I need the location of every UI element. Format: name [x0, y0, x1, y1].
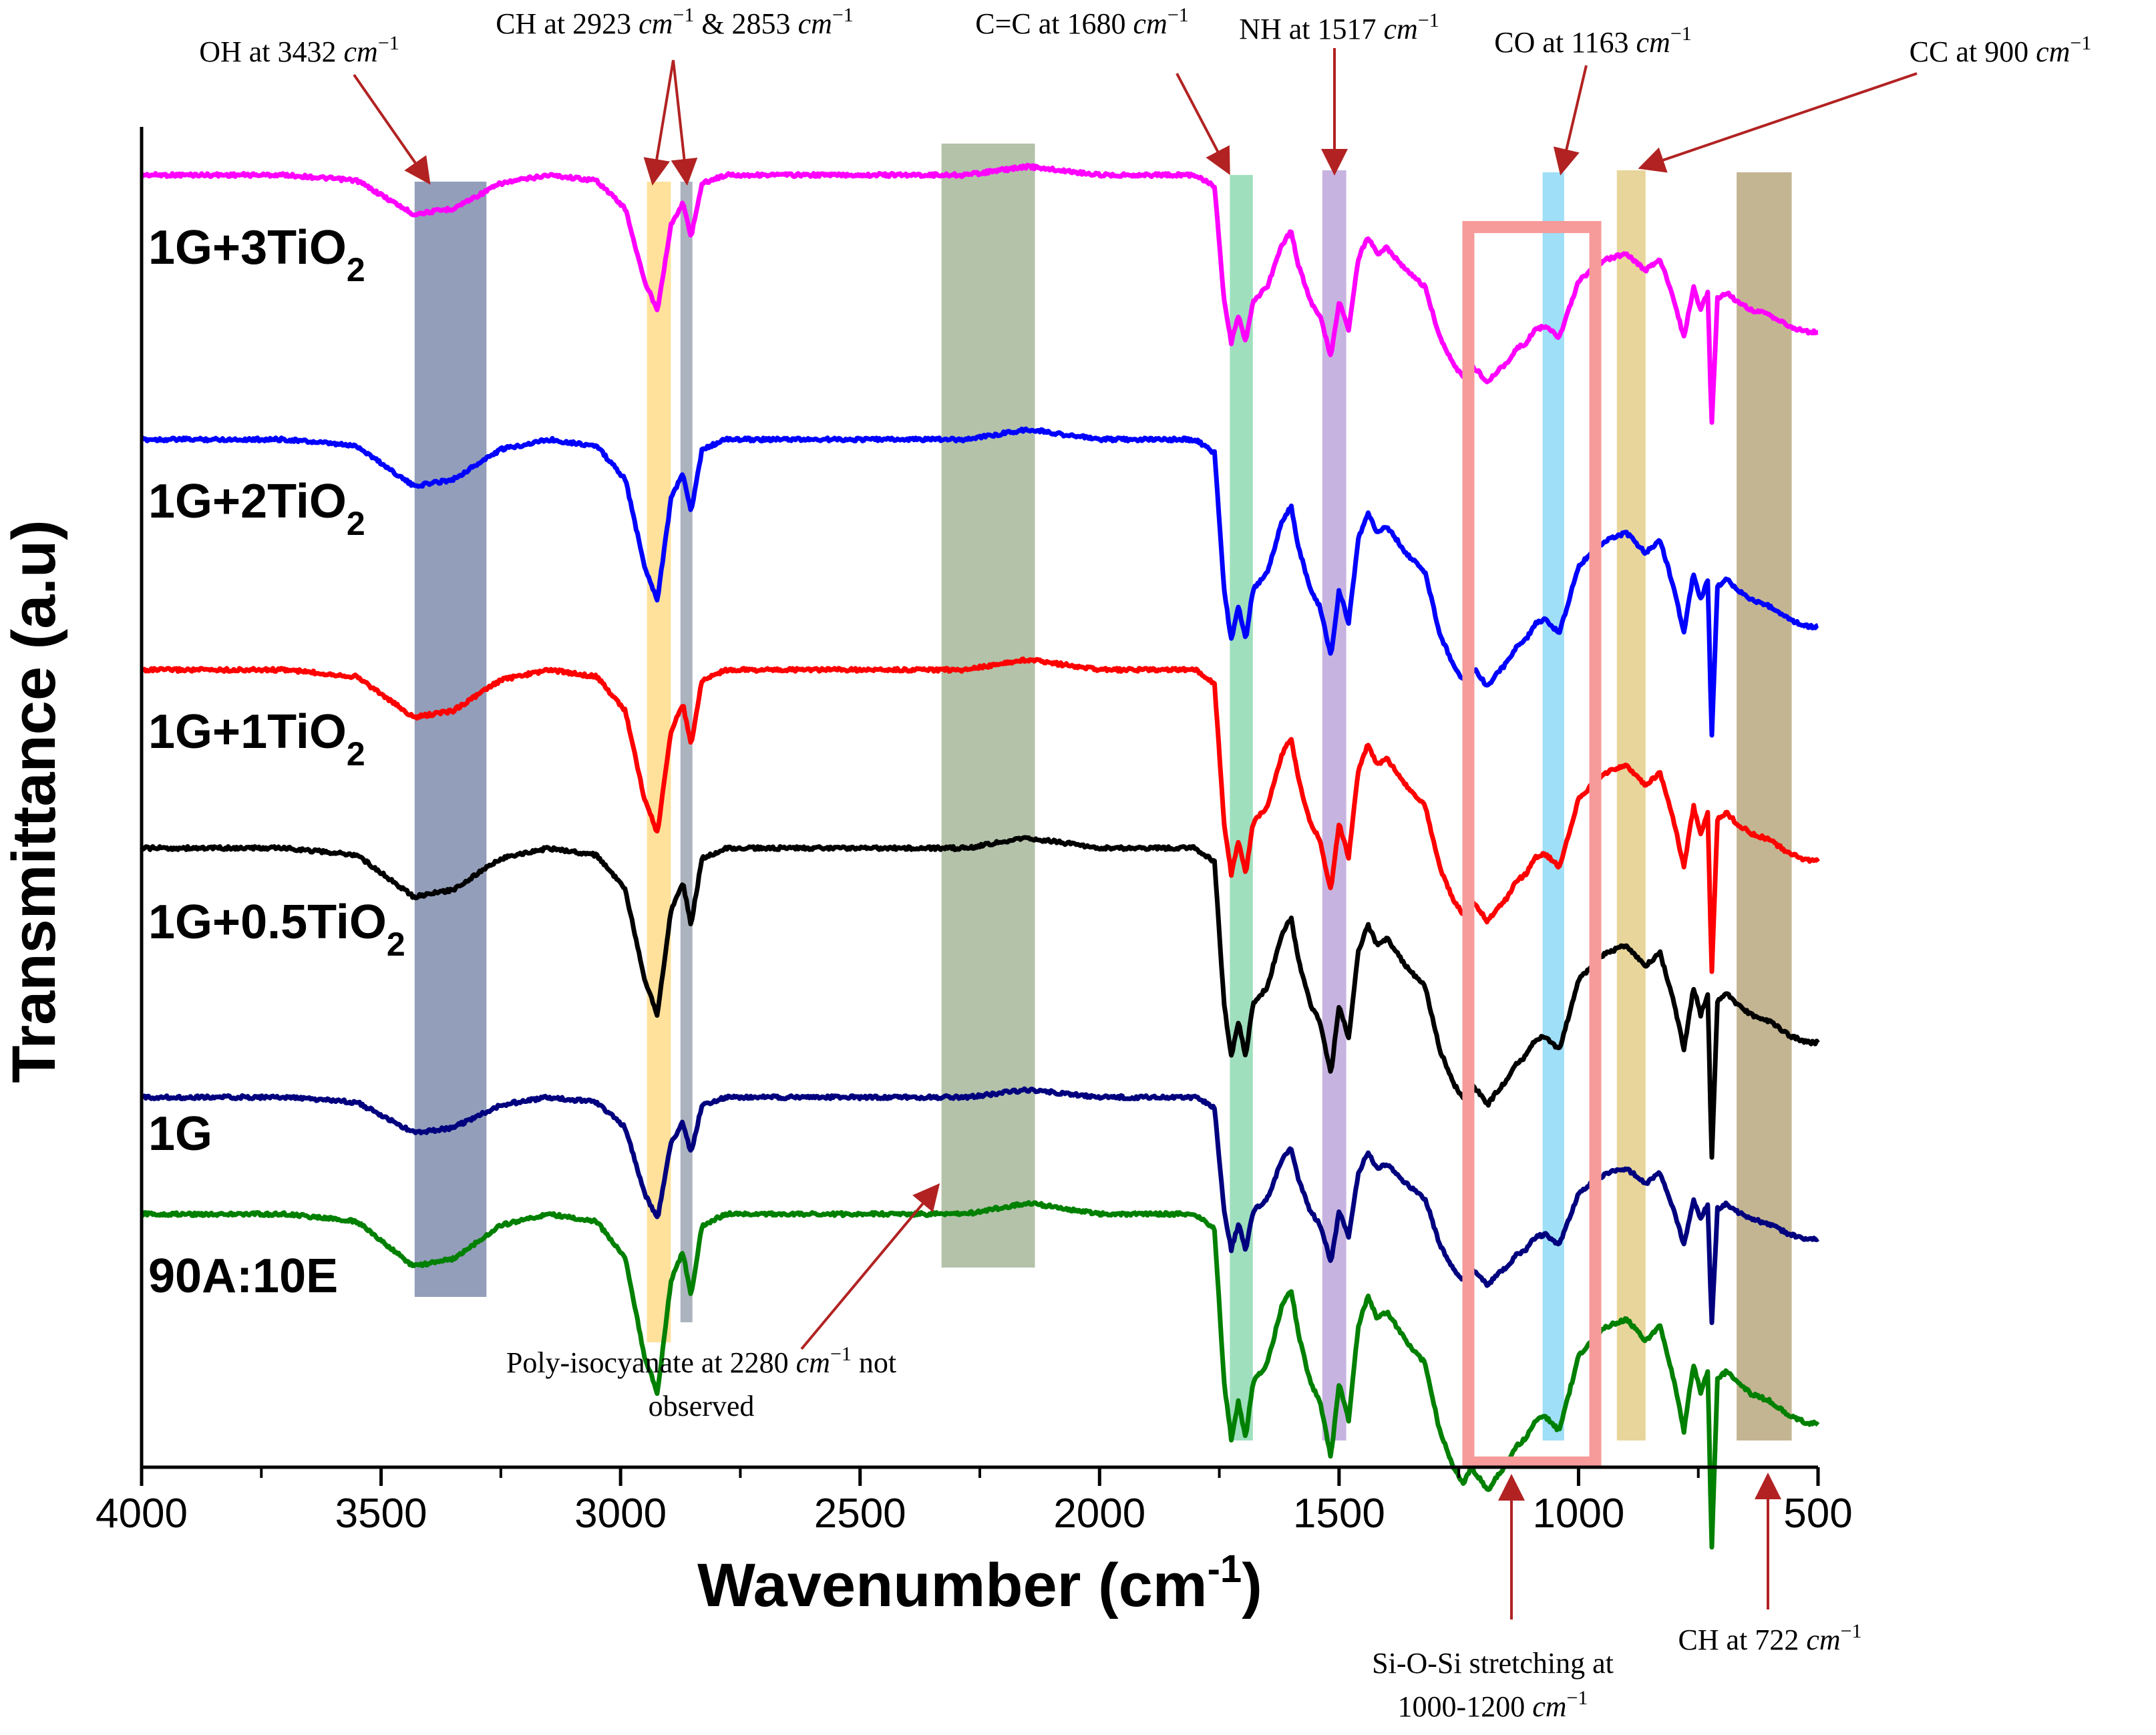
series-line-1ti: [140, 656, 1820, 974]
arrow-cc900: [1638, 72, 1918, 173]
x-tick-label-500: 500: [1783, 1491, 1852, 1537]
si-o-si-highlight-box: [1462, 221, 1602, 1469]
x-tick-label-1000: 1000: [1532, 1491, 1624, 1537]
annotations: OH at 3432 cm−1 CH at 2923 cm−1 & 2853 cm…: [199, 4, 2091, 1723]
arrow-oh: [353, 73, 431, 185]
band-cc-band: [1616, 170, 1646, 1440]
annotation-ch722: CH at 722 cm−1: [1678, 1620, 1861, 1656]
si-o-si-box: [1462, 221, 1602, 1469]
x-tick-label-3500: 3500: [335, 1491, 427, 1537]
band-ch-722-band: [1737, 172, 1792, 1440]
x-tick-label-1500: 1500: [1293, 1491, 1385, 1537]
arrow-cc1680: [1176, 73, 1230, 176]
x-tick-label-2000: 2000: [1053, 1491, 1145, 1537]
series-labels: 1G+3TiO2 1G+2TiO2 1G+1TiO2 1G+0.5TiO2 1G 90A:…: [148, 221, 405, 1303]
x-axis-label: Wavenumber (cm-1): [697, 1547, 1262, 1619]
series-label-3ti: 1G+3TiO2: [148, 221, 365, 288]
annotation-si1: Si-O-Si stretching at: [1372, 1647, 1614, 1680]
y-axis-label: Transmittance (a.u): [0, 520, 68, 1083]
annotation-cc1680: C=C at 1680 cm−1: [975, 4, 1189, 40]
arrow-ch2853-b: [671, 59, 698, 186]
arrow-ch2923-a: [643, 59, 675, 186]
series-line-2ti: [140, 426, 1819, 738]
annotation-oh: OH at 3432 cm−1: [199, 32, 399, 68]
series-label-1g: 1G: [148, 1107, 212, 1161]
x-tick-label-4000: 4000: [96, 1491, 188, 1537]
x-tick-label-3000: 3000: [574, 1491, 667, 1537]
spectra-series: [140, 162, 1820, 1550]
annotation-poly2: observed: [649, 1390, 755, 1422]
axes: 4000 3500 3000 2500 2000 1500 1000 500 Wavenumbe…: [0, 127, 1853, 1619]
x-tick-label-2500: 2500: [814, 1491, 906, 1537]
series-label-2ti: 1G+2TiO2: [148, 475, 365, 542]
annotation-si2: 1000-1200 cm−1: [1398, 1687, 1588, 1723]
arrow-poly: [800, 1183, 940, 1350]
band-poly-isocyanate-band: [941, 144, 1035, 1268]
band-oh-band: [414, 182, 487, 1297]
series-label-ae: 90A:10E: [148, 1249, 338, 1303]
series-line-ae: [140, 1200, 1820, 1550]
series-line-05ti: [140, 835, 1820, 1160]
series-label-05ti: 1G+0.5TiO2: [148, 896, 405, 963]
annotation-cc900: CC at 900 cm−1: [1910, 32, 2092, 68]
series-label-1ti: 1G+1TiO2: [148, 705, 365, 773]
series-line-1g: [140, 1086, 1820, 1326]
annotation-nh: NH at 1517 cm−1: [1239, 9, 1439, 45]
band-ch-2853-band: [680, 182, 693, 1322]
series-line-3ti: [140, 162, 1819, 425]
annotation-co: CO at 1163 cm−1: [1494, 23, 1691, 59]
arrow-co: [1553, 65, 1588, 176]
annotation-ch2923: CH at 2923 cm−1 & 2853 cm−1: [496, 4, 854, 40]
band-co-band: [1542, 172, 1564, 1440]
annotation-poly1: Poly-isocyanate at 2280 cm−1 not: [506, 1343, 896, 1379]
